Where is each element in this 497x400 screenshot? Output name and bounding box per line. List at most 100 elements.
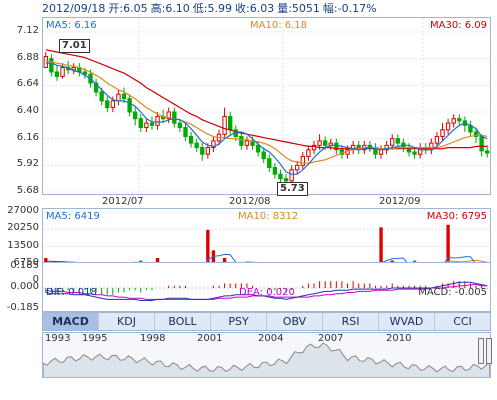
candle-body: [278, 173, 283, 180]
volume-bar: [206, 229, 210, 281]
candle-body: [306, 149, 311, 157]
candle-body: [311, 144, 317, 151]
price-ma30-legend: MA30: 6.09: [429, 20, 487, 31]
price-panel[interactable]: MA5: 6.16 MA10: 6.18 MA30: 6.09: [42, 17, 491, 195]
tab-kdj[interactable]: KDJ: [99, 313, 155, 330]
price-y-tick: 6.64: [16, 78, 39, 90]
candle-body: [155, 115, 160, 126]
quote-open: 开:6.05: [108, 2, 148, 15]
price-y-tick: 7.12: [16, 25, 39, 36]
price-y-tick: 6.40: [16, 105, 39, 116]
candle-body: [451, 118, 456, 124]
quote-header: 2012/09/18 开:6.05 高:6.10 低:5.99 收:6.03 量:5051…: [42, 1, 380, 16]
candle-body: [378, 149, 384, 155]
candle-body: [121, 93, 127, 100]
candle-body: [71, 67, 76, 71]
volume-y-tick: 13500: [7, 239, 39, 251]
range-selector[interactable]: [42, 332, 491, 378]
tab-wvad[interactable]: WVAD: [379, 313, 435, 330]
candle-body: [222, 115, 227, 135]
price-y-tick: 6.88: [16, 51, 39, 63]
candle-body: [479, 135, 484, 152]
candle-body: [138, 118, 143, 129]
candle-body: [289, 169, 294, 182]
price-y-tick: 6.16: [16, 131, 39, 143]
candle-body: [445, 122, 451, 131]
candle-body: [54, 71, 60, 77]
candle-body: [485, 150, 490, 154]
tab-psy[interactable]: PSY: [211, 313, 267, 330]
range-overview-area: [43, 342, 490, 377]
range-year-label: 1998: [140, 333, 166, 344]
dea-line: [45, 284, 488, 300]
range-right-handle[interactable]: [486, 338, 492, 364]
price-ma10-legend: MA10: 6.18: [250, 20, 308, 31]
candle-body: [267, 158, 272, 169]
macd-dif-legend: DIF: 0.018: [46, 287, 97, 298]
macd-y-tick: -0.185: [6, 302, 39, 313]
candle-body: [133, 111, 138, 120]
candle-body: [166, 111, 171, 120]
candle-body: [183, 127, 188, 137]
volume-bar: [446, 224, 450, 281]
range-year-label: 2001: [197, 333, 223, 344]
candle-body: [384, 144, 389, 151]
candle-body: [211, 140, 216, 149]
candle-body: [116, 93, 121, 102]
volume-ma10-legend: MA10: 8312: [238, 211, 299, 222]
candle-body: [205, 147, 211, 155]
candle-body: [261, 151, 266, 160]
candle-body: [177, 122, 183, 129]
macd-dea-legend: DEA: 0.020: [239, 287, 295, 298]
range-year-label: 2010: [386, 333, 412, 344]
candle-body: [457, 118, 462, 122]
candle-body: [317, 140, 322, 146]
tab-rsi[interactable]: RSI: [323, 313, 379, 330]
candle-body: [172, 111, 177, 124]
tab-boll[interactable]: BOLL: [155, 313, 211, 330]
candle-body: [105, 100, 110, 109]
quote-high: 高:6.10: [150, 2, 190, 15]
volume-y-tick: 20250: [7, 222, 39, 234]
volume-ma5-legend: MA5: 6419: [46, 211, 100, 222]
candle-body: [200, 147, 205, 155]
candle-body: [43, 55, 48, 69]
candlestick-chart: [43, 18, 490, 194]
candle-body: [395, 138, 400, 144]
candle-body: [244, 140, 250, 146]
candle-body: [334, 142, 339, 151]
dif-line: [45, 281, 488, 301]
quote-low: 低:5.99: [192, 2, 233, 15]
candle-body: [228, 115, 233, 131]
range-year-label: 1995: [82, 333, 108, 344]
quote-change: 幅:-0.17%: [322, 2, 377, 15]
volume-y-tick: 6750: [13, 256, 39, 268]
tab-macd[interactable]: MACD: [43, 313, 99, 330]
indicator-tabs: MACD KDJ BOLL PSY OBV RSI WVAD CCI: [42, 312, 491, 331]
price-x-tick: 2012/08: [229, 196, 271, 207]
quote-date: 2012/09/18: [42, 2, 106, 15]
candle-body: [99, 91, 104, 102]
candle-body: [127, 98, 132, 113]
high-price-callout: 7.01: [59, 39, 90, 53]
range-year-label: 2007: [318, 333, 344, 344]
tab-obv[interactable]: OBV: [267, 313, 323, 330]
volume-bar: [379, 227, 383, 281]
range-overview-chart: [43, 342, 490, 377]
macd-panel[interactable]: DIF: 0.018 DEA: 0.020 MACD: -0.005: [42, 262, 491, 312]
range-left-handle[interactable]: [478, 338, 484, 364]
candle-body: [194, 142, 199, 149]
price-x-tick: 2012/07: [102, 196, 144, 207]
price-y-tick: 5.68: [16, 185, 39, 196]
tab-cci[interactable]: CCI: [453, 315, 472, 328]
macd-chart: [43, 281, 490, 301]
volume-y-tick: 27000: [7, 205, 39, 216]
price-x-tick: 2012/09: [379, 196, 421, 207]
candle-body: [60, 67, 65, 77]
candle-body: [82, 71, 88, 75]
candle-body: [300, 155, 305, 166]
candle-body: [144, 122, 149, 129]
macd-y-tick: 0.185: [10, 260, 39, 271]
candle-body: [295, 164, 300, 171]
candle-body: [110, 100, 116, 109]
